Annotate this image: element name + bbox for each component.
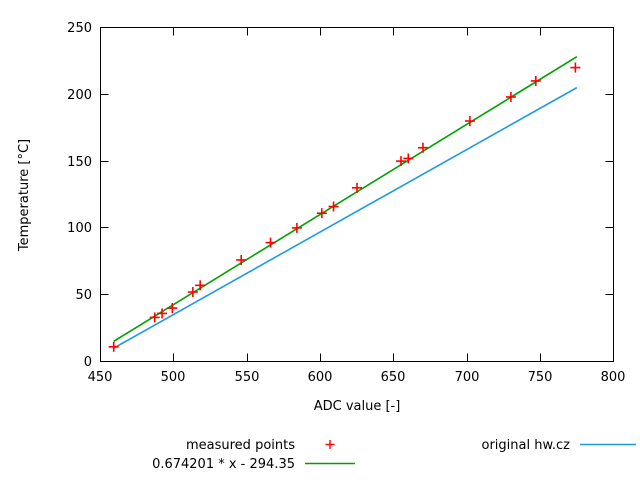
x-axis-tick-labels: 450 500 550 600 650 700 750 800 [88,370,626,385]
data-point-marker [187,287,198,298]
x-tick-label: 550 [235,370,260,385]
data-point-marker [570,62,581,73]
data-point-marker [108,341,119,352]
y-tick-label: 150 [67,155,92,170]
plot-frame [100,27,614,362]
data-point-marker [505,91,516,102]
x-tick-label: 650 [381,370,406,385]
data-point-marker [291,222,302,233]
legend-symbol-measured-plus-icon [325,440,335,449]
x-axis-title: ADC value [-] [314,399,401,414]
data-point-marker [530,75,541,86]
data-point-marker [149,312,160,323]
data-point-marker [352,182,362,193]
y-tick-label: 100 [67,221,92,236]
data-point-marker [195,280,206,291]
chart-legend: measured points original hw.cz 0.674201 … [152,438,636,472]
data-point-marker [328,201,339,212]
legend-label-fit: 0.674201 * x - 294.35 [152,457,295,472]
data-point-marker [403,153,414,164]
y-tickmarks [100,27,614,362]
data-point-marker [236,254,247,265]
y-tick-label: 50 [75,288,92,303]
data-point-marker [464,116,475,127]
legend-label-original: original hw.cz [481,438,570,453]
x-tick-label: 500 [161,370,186,385]
series-original-hwcz [113,86,578,349]
series-linear-fit [113,56,578,342]
data-point-marker [167,303,178,314]
data-point-marker [316,208,327,219]
data-point-marker [395,156,406,167]
y-axis-title: Temperature [°C] [17,139,32,252]
y-tick-label: 250 [67,21,92,36]
x-tick-label: 800 [601,370,626,385]
y-tick-label: 200 [67,88,92,103]
x-tick-label: 750 [528,370,553,385]
x-tick-label: 450 [88,370,113,385]
x-tickmarks [100,27,614,362]
series-measured-points [108,62,581,352]
x-tick-label: 700 [455,370,480,385]
y-tick-label: 0 [84,355,92,370]
data-point-marker [265,237,276,248]
legend-label-measured: measured points [186,438,295,453]
x-tick-label: 600 [308,370,333,385]
y-axis-tick-labels: 0 50 100 150 200 250 [67,21,92,370]
data-point-marker [157,308,168,319]
data-point-marker [417,142,428,153]
